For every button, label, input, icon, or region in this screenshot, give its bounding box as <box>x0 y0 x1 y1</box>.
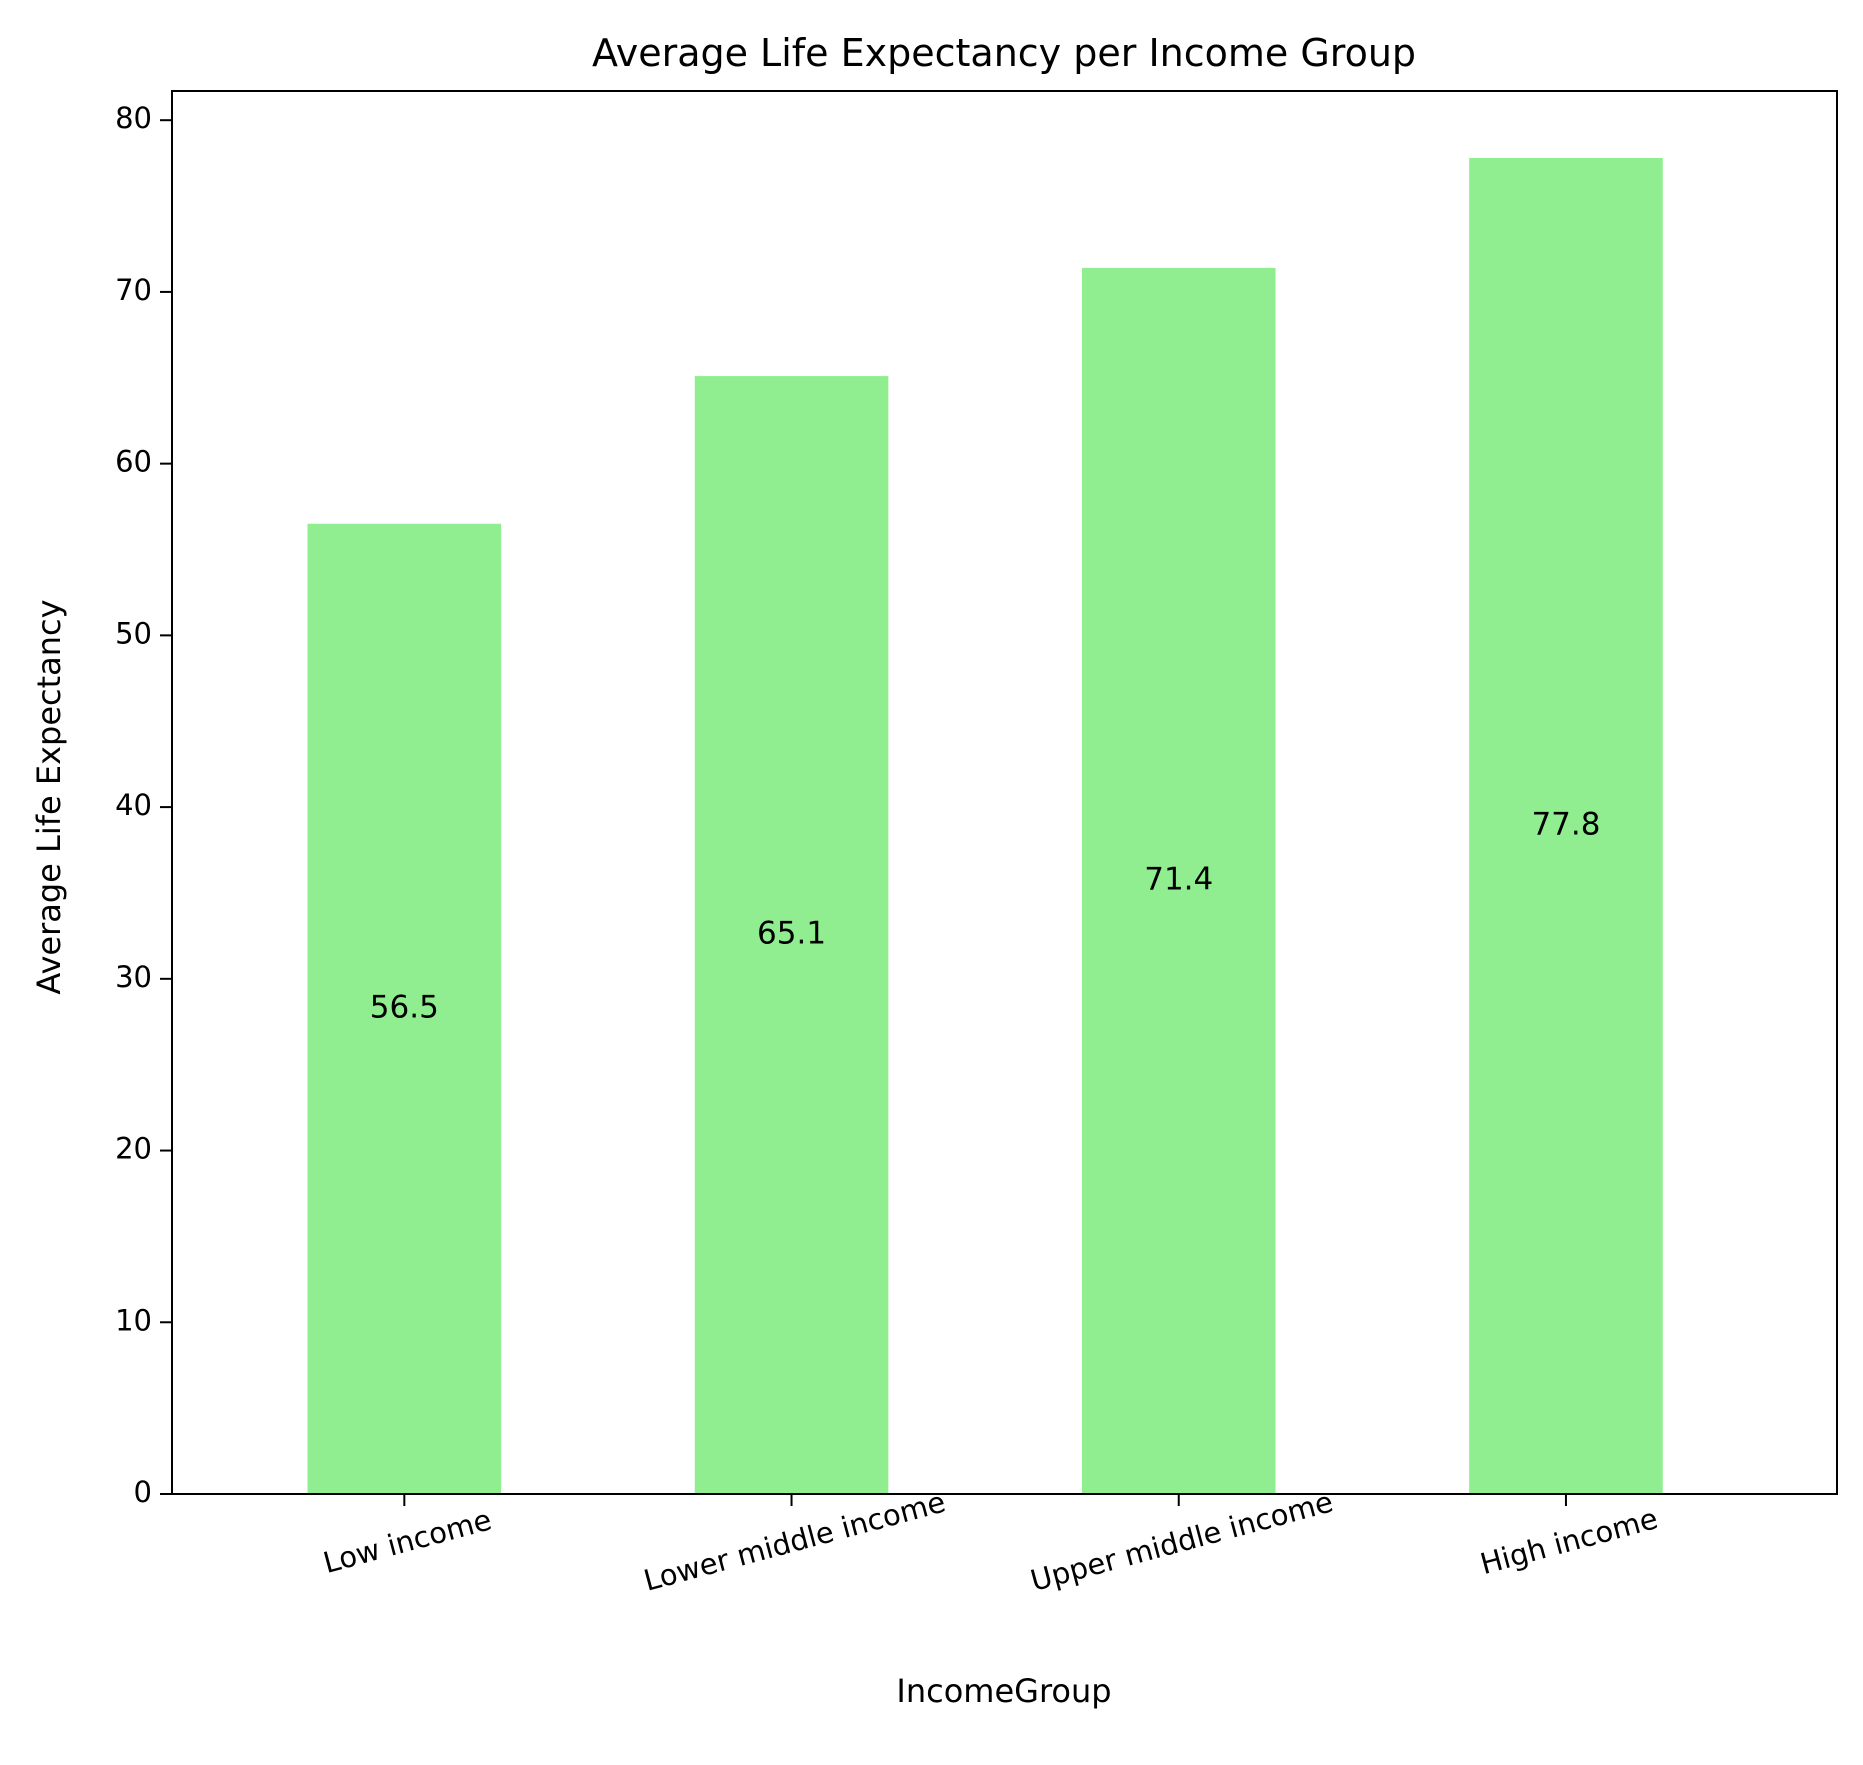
x-tick-label: Low income <box>320 1502 495 1579</box>
bar-upper-middle-income <box>1081 267 1276 1495</box>
y-axis-label: Average Life Expectancy <box>30 599 68 994</box>
y-tick-label: 50 <box>115 616 152 650</box>
y-tick-label: 10 <box>115 1303 152 1337</box>
x-tick-label: Upper middle income <box>1027 1484 1337 1597</box>
y-tick-label: 20 <box>115 1132 152 1166</box>
y-tick-label: 70 <box>115 273 152 307</box>
plot-area: 56.5 65.1 71.4 77.8 0 10 20 30 40 50 60 70 80 Low inc… <box>115 90 1838 1598</box>
y-tick-label: 40 <box>115 788 152 822</box>
y-tick-label: 80 <box>115 101 152 135</box>
bar-high-income <box>1469 157 1663 1495</box>
x-axis-label: IncomeGroup <box>896 1672 1111 1710</box>
bar-lower-middle-income <box>694 376 889 1494</box>
y-tick-label: 0 <box>134 1475 152 1509</box>
data-label: 71.4 <box>1144 861 1213 897</box>
data-label: 77.8 <box>1531 806 1600 842</box>
chart-title: Average Life Expectancy per Income Group <box>592 31 1416 75</box>
data-label: 65.1 <box>757 916 826 952</box>
axes-frame <box>171 90 1838 1495</box>
bar-low-income <box>307 523 502 1494</box>
x-tick-label: Lower middle income <box>640 1485 949 1598</box>
data-label: 56.5 <box>370 989 439 1025</box>
y-tick-label: 30 <box>115 960 152 994</box>
x-tick-label: High income <box>1477 1501 1662 1581</box>
y-tick-label: 60 <box>115 445 152 479</box>
